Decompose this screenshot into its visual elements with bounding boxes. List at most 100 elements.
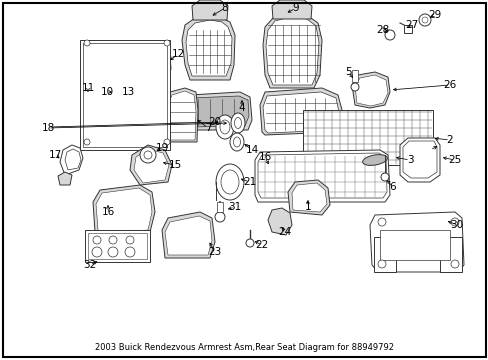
Text: 17: 17 — [48, 150, 61, 160]
Polygon shape — [186, 96, 248, 127]
Polygon shape — [265, 17, 318, 85]
Polygon shape — [149, 55, 170, 74]
Text: 30: 30 — [449, 220, 463, 230]
Circle shape — [143, 151, 152, 159]
Polygon shape — [58, 172, 72, 185]
Polygon shape — [96, 188, 152, 233]
Text: 23: 23 — [208, 247, 221, 257]
Ellipse shape — [233, 137, 240, 147]
Polygon shape — [192, 0, 227, 20]
Circle shape — [350, 83, 358, 91]
Circle shape — [84, 139, 90, 145]
Circle shape — [215, 212, 224, 222]
Bar — [351, 70, 357, 82]
Text: 10: 10 — [100, 87, 113, 97]
Polygon shape — [183, 92, 251, 130]
Polygon shape — [134, 149, 169, 183]
Text: 7: 7 — [204, 123, 211, 133]
Circle shape — [377, 260, 385, 268]
Text: 5: 5 — [344, 67, 350, 77]
Text: 13: 13 — [121, 87, 134, 97]
Circle shape — [93, 236, 101, 244]
Polygon shape — [354, 75, 387, 106]
Polygon shape — [399, 138, 439, 182]
Circle shape — [380, 173, 388, 181]
Bar — [85, 230, 150, 262]
Ellipse shape — [220, 120, 229, 134]
Text: 32: 32 — [83, 260, 97, 270]
Text: 1: 1 — [304, 202, 311, 212]
Polygon shape — [369, 212, 463, 272]
Ellipse shape — [216, 164, 244, 200]
Text: 26: 26 — [443, 80, 456, 90]
Polygon shape — [351, 72, 389, 108]
Text: 11: 11 — [81, 83, 95, 93]
Bar — [439, 237, 461, 272]
Circle shape — [450, 260, 458, 268]
Polygon shape — [65, 149, 81, 170]
Text: 24: 24 — [278, 227, 291, 237]
Polygon shape — [260, 88, 341, 135]
Ellipse shape — [230, 113, 244, 133]
Circle shape — [125, 247, 135, 257]
Polygon shape — [258, 153, 386, 198]
Bar — [80, 40, 170, 150]
Bar — [217, 202, 223, 212]
Bar — [88, 233, 147, 259]
Polygon shape — [93, 185, 155, 235]
Circle shape — [109, 236, 117, 244]
Text: 21: 21 — [243, 177, 256, 187]
Text: 12: 12 — [171, 49, 184, 59]
Text: 4: 4 — [238, 103, 245, 113]
Text: 16: 16 — [258, 152, 271, 162]
Bar — [373, 237, 395, 272]
Polygon shape — [169, 91, 196, 140]
Polygon shape — [287, 180, 329, 215]
Circle shape — [163, 40, 170, 46]
Polygon shape — [60, 145, 83, 175]
Polygon shape — [164, 216, 212, 255]
Polygon shape — [254, 150, 389, 202]
Text: 6: 6 — [389, 182, 395, 192]
Text: 9: 9 — [292, 3, 299, 13]
Text: 31: 31 — [228, 202, 241, 212]
Text: 2003 Buick Rendezvous Armrest Asm,Rear Seat Diagram for 88949792: 2003 Buick Rendezvous Armrest Asm,Rear S… — [95, 343, 393, 352]
Text: 28: 28 — [376, 25, 389, 35]
Polygon shape — [263, 92, 338, 133]
Circle shape — [245, 239, 253, 247]
Polygon shape — [402, 141, 436, 178]
Circle shape — [126, 236, 134, 244]
Circle shape — [384, 30, 394, 40]
Polygon shape — [146, 52, 171, 76]
Bar — [403, 25, 411, 33]
Circle shape — [92, 247, 102, 257]
Text: 2: 2 — [446, 135, 452, 145]
Polygon shape — [185, 20, 231, 76]
Bar — [83, 43, 167, 147]
Polygon shape — [267, 208, 291, 235]
Circle shape — [450, 218, 458, 226]
Ellipse shape — [221, 170, 239, 194]
Polygon shape — [182, 16, 235, 80]
Text: 3: 3 — [406, 155, 412, 165]
Circle shape — [377, 218, 385, 226]
Polygon shape — [263, 14, 321, 88]
Circle shape — [84, 40, 90, 46]
Polygon shape — [291, 183, 326, 212]
Polygon shape — [165, 88, 198, 142]
Text: 20: 20 — [208, 117, 221, 127]
Circle shape — [418, 14, 430, 26]
Ellipse shape — [229, 133, 244, 151]
Text: 25: 25 — [447, 155, 461, 165]
Text: 18: 18 — [41, 123, 55, 133]
Circle shape — [421, 17, 427, 23]
Bar — [303, 110, 432, 165]
Polygon shape — [271, 0, 311, 19]
Ellipse shape — [234, 117, 241, 129]
Polygon shape — [162, 212, 215, 258]
Text: 19: 19 — [155, 143, 168, 153]
Text: 8: 8 — [221, 3, 228, 13]
Circle shape — [140, 147, 156, 163]
Text: 14: 14 — [245, 145, 258, 155]
Text: 15: 15 — [168, 160, 181, 170]
